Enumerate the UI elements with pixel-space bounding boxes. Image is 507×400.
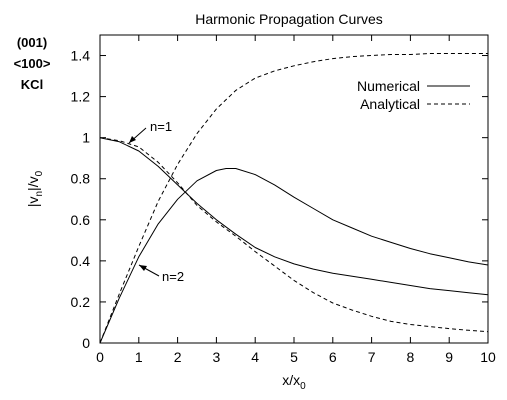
y-axis-label-subscript-2: 0 xyxy=(34,170,45,176)
side-label-line-1: (001) xyxy=(17,35,47,50)
annotation-n1: n=1 xyxy=(128,119,172,144)
annotation-n2-arrow-head xyxy=(139,265,147,271)
series-line-n1-solid xyxy=(99,137,489,296)
y-tick-label-3: 0.6 xyxy=(71,212,91,228)
y-tick-label-1: 0.2 xyxy=(71,294,91,310)
x-tick-label-9: 9 xyxy=(445,349,453,365)
y-axis-label-part-1: |v xyxy=(25,197,41,208)
x-tick-label-10: 10 xyxy=(480,349,496,365)
y-axis-label: |vn|/v0 xyxy=(25,170,45,207)
x-tick-label-8: 8 xyxy=(407,349,415,365)
y-tick-label-5: 1 xyxy=(82,130,90,146)
x-tick-label-7: 7 xyxy=(368,349,376,365)
plot-frame xyxy=(99,34,489,344)
side-label-line-2: <100> xyxy=(14,56,51,71)
y-tick-label-6: 1.2 xyxy=(71,89,91,105)
y-axis-label-subscript-1: n xyxy=(34,191,45,197)
y-tick-label-7: 1.4 xyxy=(71,48,91,64)
annotation-n1-arrow-head xyxy=(129,136,136,143)
y-tick-label-4: 0.8 xyxy=(71,171,91,187)
x-tick-label-1: 1 xyxy=(135,349,143,365)
x-tick-label-3: 3 xyxy=(213,349,221,365)
series-line-n1-dashed xyxy=(99,137,489,333)
x-tick-label-6: 6 xyxy=(329,349,337,365)
y-tick-label-0: 0 xyxy=(82,335,90,351)
x-axis-label-subscript: 0 xyxy=(300,381,306,392)
y-tick-label-2: 0.4 xyxy=(71,253,91,269)
x-tick-label-4: 4 xyxy=(251,349,259,365)
side-label-line-3: KCl xyxy=(21,77,43,92)
series-line-n2-dashed xyxy=(99,53,488,344)
chart-title: Harmonic Propagation Curves xyxy=(195,11,383,27)
series-line-n2-solid xyxy=(99,168,489,344)
y-axis-label-part-2: |/v xyxy=(25,176,41,191)
x-tick-label-2: 2 xyxy=(174,349,182,365)
legend-entry-analytical-label: Analytical xyxy=(360,96,420,112)
annotation-n2: n=2 xyxy=(138,264,184,284)
x-tick-label-5: 5 xyxy=(290,349,298,365)
x-tick-label-0: 0 xyxy=(96,349,104,365)
legend-entry-numerical-label: Numerical xyxy=(357,78,420,94)
x-axis-label-main: x/x xyxy=(282,372,300,388)
legend: Numerical Analytical xyxy=(357,78,470,112)
annotation-n1-label: n=1 xyxy=(150,119,172,134)
annotation-n2-label: n=2 xyxy=(162,269,184,284)
axes-layer: 0 1 2 3 4 5 6 7 8 9 10 0 0.2 0.4 0.6 0.8 1 1.2 1.4 xyxy=(71,35,496,365)
x-axis-label: x/x0 xyxy=(282,372,306,392)
series-layer xyxy=(99,53,489,344)
